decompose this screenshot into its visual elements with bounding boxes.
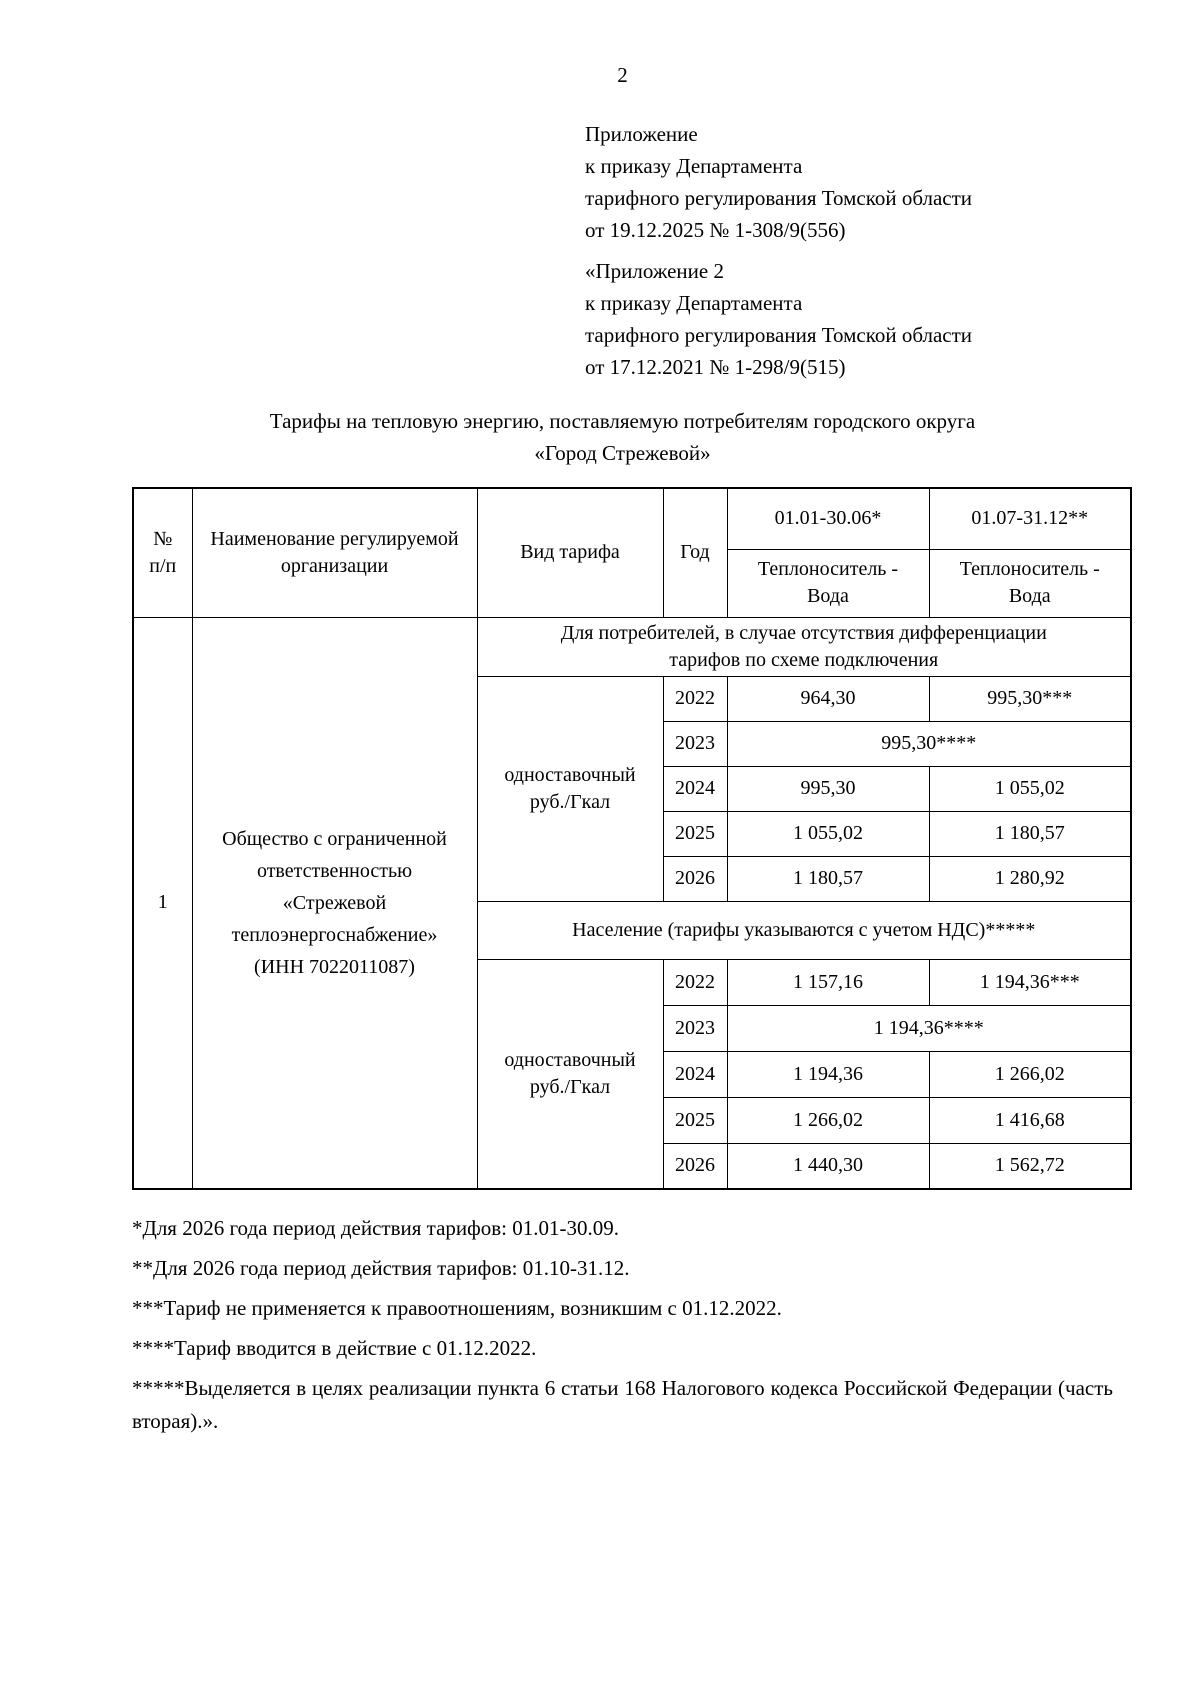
appendix-line: к приказу Департамента [585,291,803,315]
organization-cell: Общество с ограниченной ответственностью… [191,616,478,1190]
tariff-value-cell: 1 280,92 [928,855,1132,902]
tariff-value-cell: 1 562,72 [928,1142,1132,1190]
year-cell: 2025 [662,1096,728,1144]
appendix-line: Приложение [585,122,698,146]
footnote-3: ***Тариф не применяется к правоотношения… [132,1296,782,1320]
table-row: одноставочный руб./Гкал 2022 964,30 995,… [133,675,1132,902]
col-header-period-2: 01.07-31.12** [928,487,1132,550]
year-cell: 2022 [662,958,728,1006]
tariff-value-cell: 1 266,02 [928,1050,1132,1098]
table-row: 2024 1 194,36 1 266,02 [133,1050,1132,1098]
section-header-consumers: Для потребителей, в случае отсутствия ди… [476,616,1132,677]
year-cell: 2026 [662,1142,728,1190]
tariff-value-cell: 964,30 [726,675,930,722]
col-header-year: Год [662,487,728,618]
table-row: 2026 1 180,57 1 280,92 [133,855,1132,902]
section-row-population: Население (тарифы указываются с учетом Н… [133,900,1132,960]
appendix-line: «Приложение 2 [585,259,724,283]
col-header-carrier-2: Теплоноситель - Вода [928,548,1132,618]
appendix-line: к приказу Департамента [585,154,803,178]
footnote-2: **Для 2026 года период действия тарифов:… [132,1256,630,1280]
tariff-table: № п/п Наименование регулируемой организа… [132,487,1132,1190]
tariff-value-cell-merged: 995,30**** [726,720,1132,767]
year-cell: 2024 [662,765,728,812]
document-title-line-2: «Город Стрежевой» [534,441,711,465]
page-number: 2 [617,63,628,87]
tariff-value-cell: 1 180,57 [928,810,1132,857]
appendix-reference-2: «Приложение 2 к приказу Департамента тар… [585,255,1200,383]
tariff-type-cell: одноставочный руб./Гкал [476,958,664,1190]
table-row: 2023 1 194,36**** [133,1004,1132,1052]
tariff-type-label: одноставочный руб./Гкал [504,763,636,813]
tariff-value-cell: 1 194,36*** [928,958,1132,1006]
tariff-value-cell: 995,30 [726,765,930,812]
carrier-label-1: Теплоноситель - Вода [757,558,899,607]
appendix-reference-1: Приложение к приказу Департамента тарифн… [585,118,1200,246]
col-header-number: № п/п [132,487,193,618]
tariff-type-cell: одноставочный руб./Гкал [476,675,664,902]
document-title: Тарифы на тепловую энергию, поставляемую… [132,405,1113,469]
footnotes: *Для 2026 года период действия тарифов: … [132,1212,1113,1438]
year-cell: 2025 [662,810,728,857]
footnote-5: *****Выделяется в целях реализации пункт… [132,1376,1113,1433]
year-cell: 2022 [662,675,728,722]
tariff-value-cell: 1 055,02 [726,810,930,857]
section-header-population: Население (тарифы указываются с учетом Н… [476,900,1132,960]
table-header-row-2: Теплоноситель - Вода Теплоноситель - Вод… [133,548,1132,618]
document-title-line-1: Тарифы на тепловую энергию, поставляемую… [269,409,976,433]
table-row: одноставочный руб./Гкал 2022 1 157,16 1 … [133,958,1132,1190]
table-row: 2026 1 440,30 1 562,72 [133,1142,1132,1190]
year-cell: 2026 [662,855,728,902]
table-row: 2024 995,30 1 055,02 [133,765,1132,812]
year-cell: 2023 [662,1004,728,1052]
organization-name: Общество с ограниченной ответственностью… [222,827,447,978]
tariff-value-cell: 1 266,02 [726,1096,930,1144]
tariff-value-cell: 1 055,02 [928,765,1132,812]
tariff-value-cell: 1 194,36 [726,1050,930,1098]
table-row: 2023 995,30**** [133,720,1132,767]
tariff-value-cell: 1 440,30 [726,1142,930,1190]
year-cell: 2024 [662,1050,728,1098]
col-header-carrier-1: Теплоноситель - Вода [726,548,930,618]
col-header-period-1: 01.01-30.06* [726,487,930,550]
appendix-line: от 19.12.2025 № 1-308/9(556) [585,218,846,242]
table-row: 2025 1 055,02 1 180,57 [133,810,1132,857]
col-header-organization: Наименование регулируемой организации [191,487,478,618]
year-cell: 2023 [662,720,728,767]
appendix-line: тарифного регулирования Томской области [585,186,973,210]
appendix-line: от 17.12.2021 № 1-298/9(515) [585,355,846,379]
carrier-label-2: Теплоноситель - Вода [959,558,1100,607]
section-header-consumers-label: Для потребителей, в случае отсутствия ди… [560,621,1047,671]
section-row-consumers: 1 Общество с ограниченной ответственност… [132,616,1132,1190]
footnote-1: *Для 2026 года период действия тарифов: … [132,1216,619,1240]
row-number-cell: 1 [132,616,193,1190]
table-header-row-1: № п/п Наименование регулируемой организа… [132,487,1132,618]
tariff-value-cell-merged: 1 194,36**** [726,1004,1132,1052]
col-header-tariff-type: Вид тарифа [476,487,664,618]
tariff-value-cell: 1 416,68 [928,1096,1132,1144]
tariff-value-cell: 1 180,57 [726,855,930,902]
col-header-number-label: № п/п [149,527,177,577]
appendix-line: тарифного регулирования Томской области [585,323,973,347]
footnote-4: ****Тариф вводится в действие с 01.12.20… [132,1336,537,1360]
tariff-value-cell: 1 157,16 [726,958,930,1006]
tariff-value-cell: 995,30*** [928,675,1132,722]
tariff-type-label: одноставочный руб./Гкал [504,1048,636,1098]
